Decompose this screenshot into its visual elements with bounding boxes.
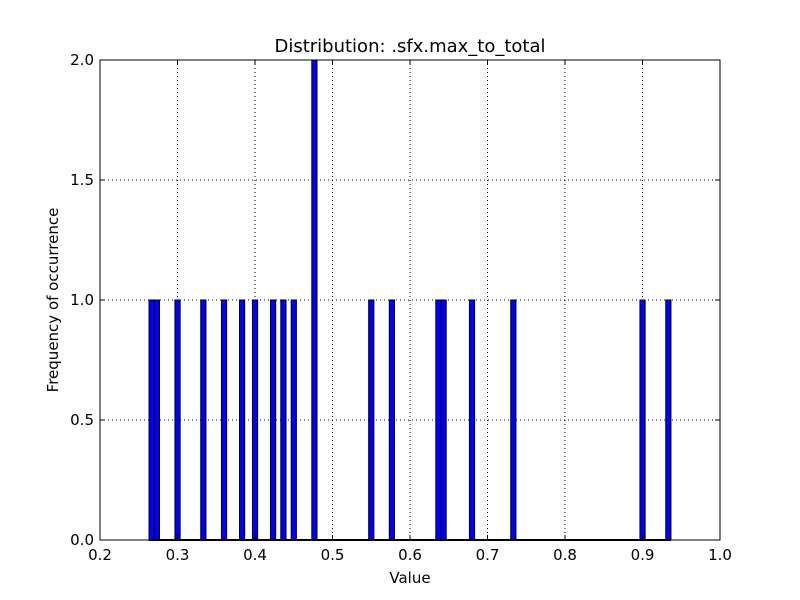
x-tick-label: 0.2: [88, 546, 112, 564]
histogram-bar: [388, 299, 395, 541]
histogram-bar: [440, 299, 447, 541]
histogram-bar: [435, 299, 442, 541]
histogram-bar: [510, 299, 517, 541]
axis-ticks: 0.2 0.3 0.4 0.5 0.6 0.7 0.8 0.9 1.0 0.0 0.5 1.0 1.5 2…: [70, 51, 732, 564]
x-tick-label: 0.7: [476, 546, 500, 564]
y-axis-label: Frequency of occurrence: [44, 208, 62, 393]
x-axis-label: Value: [389, 569, 430, 587]
x-tick-label: 0.5: [321, 546, 345, 564]
histogram-bar: [239, 299, 246, 541]
y-tick-label: 1.5: [70, 171, 94, 189]
histogram-bar: [148, 299, 155, 541]
histogram-bar: [280, 299, 287, 541]
x-tick-label: 0.6: [398, 546, 422, 564]
x-tick-label: 0.9: [631, 546, 655, 564]
y-tick-label: 2.0: [70, 51, 94, 69]
histogram-bar: [368, 299, 375, 541]
histogram-bar: [468, 299, 476, 541]
y-tick-label: 0.0: [70, 531, 94, 549]
histogram-bar: [174, 299, 181, 541]
histogram-bar: [200, 299, 207, 541]
histogram-bar: [153, 299, 160, 541]
x-tick-label: 0.3: [166, 546, 190, 564]
chart-title: Distribution: .sfx.max_to_total: [274, 36, 545, 57]
histogram-bar: [311, 59, 318, 541]
x-tick-label: 0.4: [243, 546, 267, 564]
histogram-bar: [220, 299, 228, 541]
y-tick-label: 0.5: [70, 411, 94, 429]
x-tick-label: 0.8: [553, 546, 577, 564]
y-tick-label: 1.0: [70, 291, 94, 309]
x-tick-label: 1.0: [708, 546, 732, 564]
histogram-bar: [290, 299, 297, 541]
histogram-bar: [665, 299, 672, 541]
histogram-bar: [639, 299, 646, 541]
histogram-bar: [270, 299, 277, 541]
histogram-bar: [251, 299, 259, 541]
